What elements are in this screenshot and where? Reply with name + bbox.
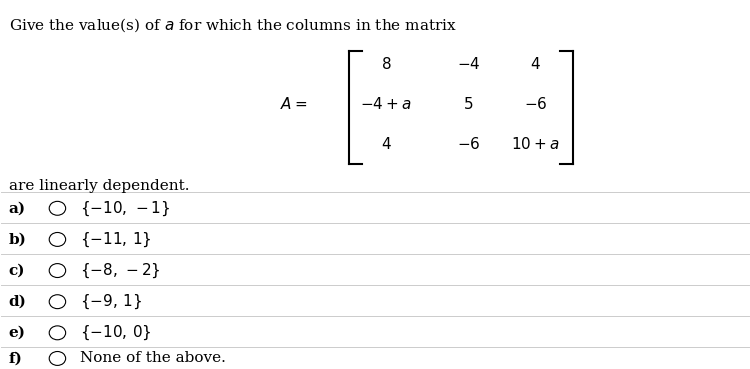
Text: $\{-10,\,0\}$: $\{-10,\,0\}$ [80,324,152,342]
Text: b): b) [9,232,27,246]
Text: $8$: $8$ [381,56,392,72]
Text: $\{-9,\,1\}$: $\{-9,\,1\}$ [80,293,142,311]
Text: $-6$: $-6$ [457,136,480,152]
Text: $4$: $4$ [530,56,541,72]
Text: are linearly dependent.: are linearly dependent. [9,179,189,193]
Text: e): e) [9,326,26,340]
Text: $4$: $4$ [381,136,392,152]
Text: c): c) [9,263,26,277]
Text: d): d) [9,295,27,309]
Text: Give the value(s) of $a$ for which the columns in the matrix: Give the value(s) of $a$ for which the c… [9,16,457,34]
Text: $\{-11,\,1\}$: $\{-11,\,1\}$ [80,230,152,249]
Text: $-4$: $-4$ [457,56,480,72]
Text: $\{-8,\,-2\}$: $\{-8,\,-2\}$ [80,261,160,280]
Text: $10+a$: $10+a$ [512,136,560,152]
Text: None of the above.: None of the above. [80,351,226,365]
Text: f): f) [9,351,22,365]
Text: a): a) [9,201,26,215]
Text: $-6$: $-6$ [524,96,548,112]
Text: $\{-10,\,-1\}$: $\{-10,\,-1\}$ [80,199,170,217]
Text: $5$: $5$ [464,96,473,112]
Text: $-4+a$: $-4+a$ [361,96,412,112]
Text: $A=$: $A=$ [280,96,308,112]
